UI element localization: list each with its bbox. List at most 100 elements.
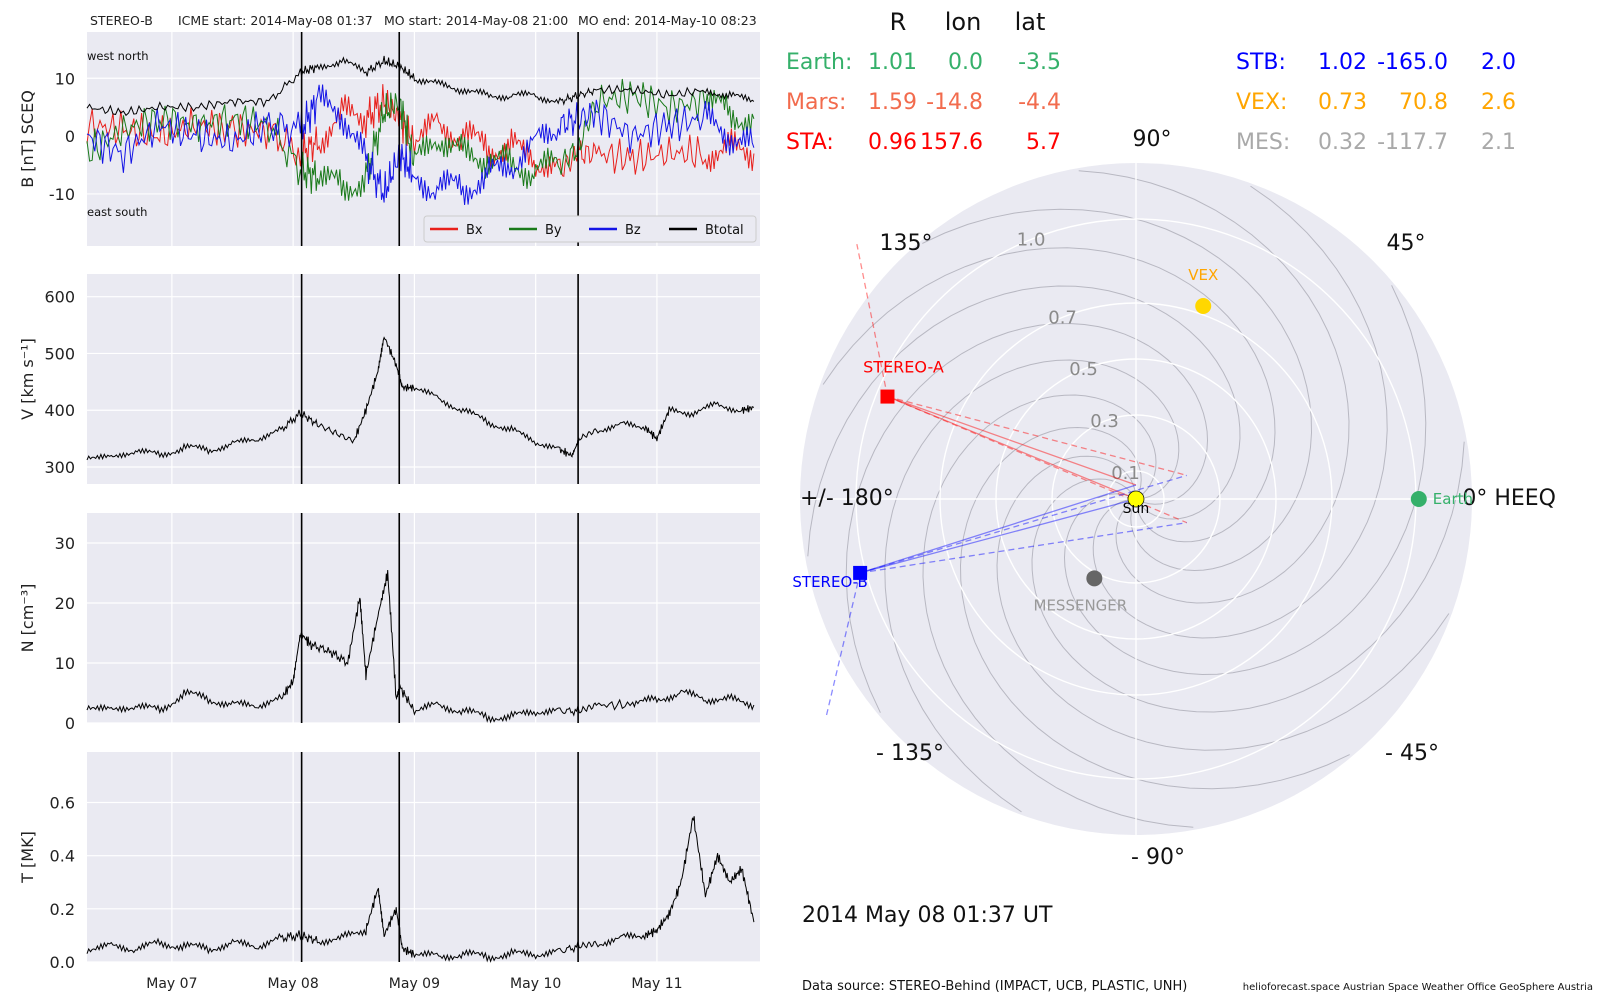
spiral-field-line [996,455,1450,751]
x-tick-label: May 10 [510,976,561,992]
spiral-field-line [1092,185,1388,639]
table-value: 0.32 [1318,130,1367,155]
panel-4: 0.6 0.4 0.2 0.0 T [MK] May 07 May 08 May 09 May … [18,752,760,992]
radial-label: 0.3 [1090,411,1119,432]
table-row-sta: STA: 0.96 157.6 5.7 [786,130,1061,155]
table-value: 70.8 [1399,90,1448,115]
table-value: 0.96 [868,130,917,155]
table-value: 1.01 [868,50,917,75]
y-tick-label: 10 [55,69,75,88]
angle-label-a0: 0° HEEQ [1462,486,1556,511]
table-row-mes: MES: 0.32 -117.7 2.1 [1236,130,1516,155]
spiral-field-line [807,285,1241,557]
y-tick-label: 300 [44,458,75,477]
legend-label-btotal: Btotal [705,223,744,238]
table-value: 2.1 [1481,130,1516,155]
marker-stereo-a [880,389,895,404]
point-label-stereo-b: STEREO-B [792,573,867,591]
radial-label: 0.1 [1111,463,1140,484]
table-name: STA: [786,130,834,155]
spiral-field-line [1078,170,1350,604]
y-tick-label: 0 [65,127,75,146]
marker-messenger [1086,570,1103,587]
series-line-by [86,78,755,201]
table-value: 2.0 [1481,50,1516,75]
marker-stereo-b [853,565,868,580]
panel-background [87,752,760,962]
table-name: Earth: [786,50,852,75]
y-tick-label: 0.4 [50,847,75,866]
footer-credits: helioforecast.space Austrian Space Weath… [1243,982,1593,993]
angle-label-am45: - 45° [1385,741,1439,766]
table-value: 157.6 [920,130,983,155]
radial-label: 1.0 [1017,229,1046,250]
point-label-earth: Earth [1433,490,1473,508]
fov-line [860,522,1187,574]
table-value: 5.7 [1026,130,1061,155]
table-row-mars: Mars: 1.59 -14.8 -4.4 [786,90,1061,115]
marker-sun [1127,490,1145,508]
legend-label-bx: Bx [466,223,483,238]
x-tick-label: May 08 [268,976,319,992]
table-name: VEX: [1236,90,1287,115]
point-label-sun: Sun [1123,501,1150,517]
marker-earth [1410,491,1427,507]
angle-label-a180: +/- 180° [800,486,894,511]
spiral-field-line [1063,285,1427,676]
radial-label: 0.7 [1048,307,1077,328]
panel-3: 30 20 10 0 N [cm⁻³] [18,513,760,733]
y-axis-label: V [km s⁻¹] [18,338,37,420]
y-tick-label: 20 [55,594,75,613]
y-axis-label: N [cm⁻³] [18,584,37,653]
fov-line-outer [856,243,889,397]
point-label-vex: VEX [1188,266,1218,284]
angle-label-am90: - 90° [1131,845,1185,870]
annotation-west-north: west north [87,49,149,63]
point-label-stereo-a: STEREO-A [863,358,944,377]
series-line-bz [86,84,755,205]
angle-label-a45: 45° [1387,231,1426,256]
series-line-data [86,816,755,963]
angle-label-am135: - 135° [876,741,944,766]
table-value: -14.8 [926,90,983,115]
table-value: 0.73 [1318,90,1367,115]
x-tick-label: May 11 [631,976,682,992]
spiral-field-line [822,247,1276,543]
table-row-stb: STB: 1.02 -165.0 2.0 [1236,50,1516,75]
table-header-lat: lat [1015,8,1046,36]
x-tick-label: May 09 [389,976,440,992]
angle-label-a135: 135° [880,231,933,256]
table-name: MES: [1236,130,1290,155]
table-header-lon: lon [945,8,982,36]
y-tick-label: 30 [55,534,75,553]
y-axis-label: T [MK] [18,831,37,884]
position-table: R lon lat Earth: 1.01 0.0 -3.5 Mars: 1.59 -14.… [786,8,1516,155]
fov-line [859,484,1137,574]
spiral-field-line [922,208,1313,572]
y-axis-label: B [nT] SCEQ [18,90,37,188]
series-line-data [86,569,755,724]
table-value: 1.59 [868,90,917,115]
x-tick-label: May 07 [146,976,197,992]
table-value: -4.4 [1018,90,1061,115]
table-row-earth: Earth: 1.01 0.0 -3.5 [786,50,1061,75]
series-line-data [86,336,755,461]
table-value: 2.6 [1481,90,1516,115]
spiral-field-line [1031,441,1465,713]
marker-vex [1195,297,1212,314]
angle-label-a90: 90° [1133,127,1172,152]
y-tick-label: 0.2 [50,900,75,919]
table-value: -117.7 [1377,130,1448,155]
legend-label-by: By [545,223,562,238]
fov-line [859,498,1137,574]
table-value: 1.02 [1318,50,1367,75]
panel-2: 600 500 400 300 V [km s⁻¹] [18,274,760,484]
y-tick-label: 10 [55,654,75,673]
y-tick-label: 500 [44,344,75,363]
table-header-r: R [890,8,907,36]
table-name: Mars: [786,90,846,115]
point-label-messenger: MESSENGER [1034,596,1128,614]
